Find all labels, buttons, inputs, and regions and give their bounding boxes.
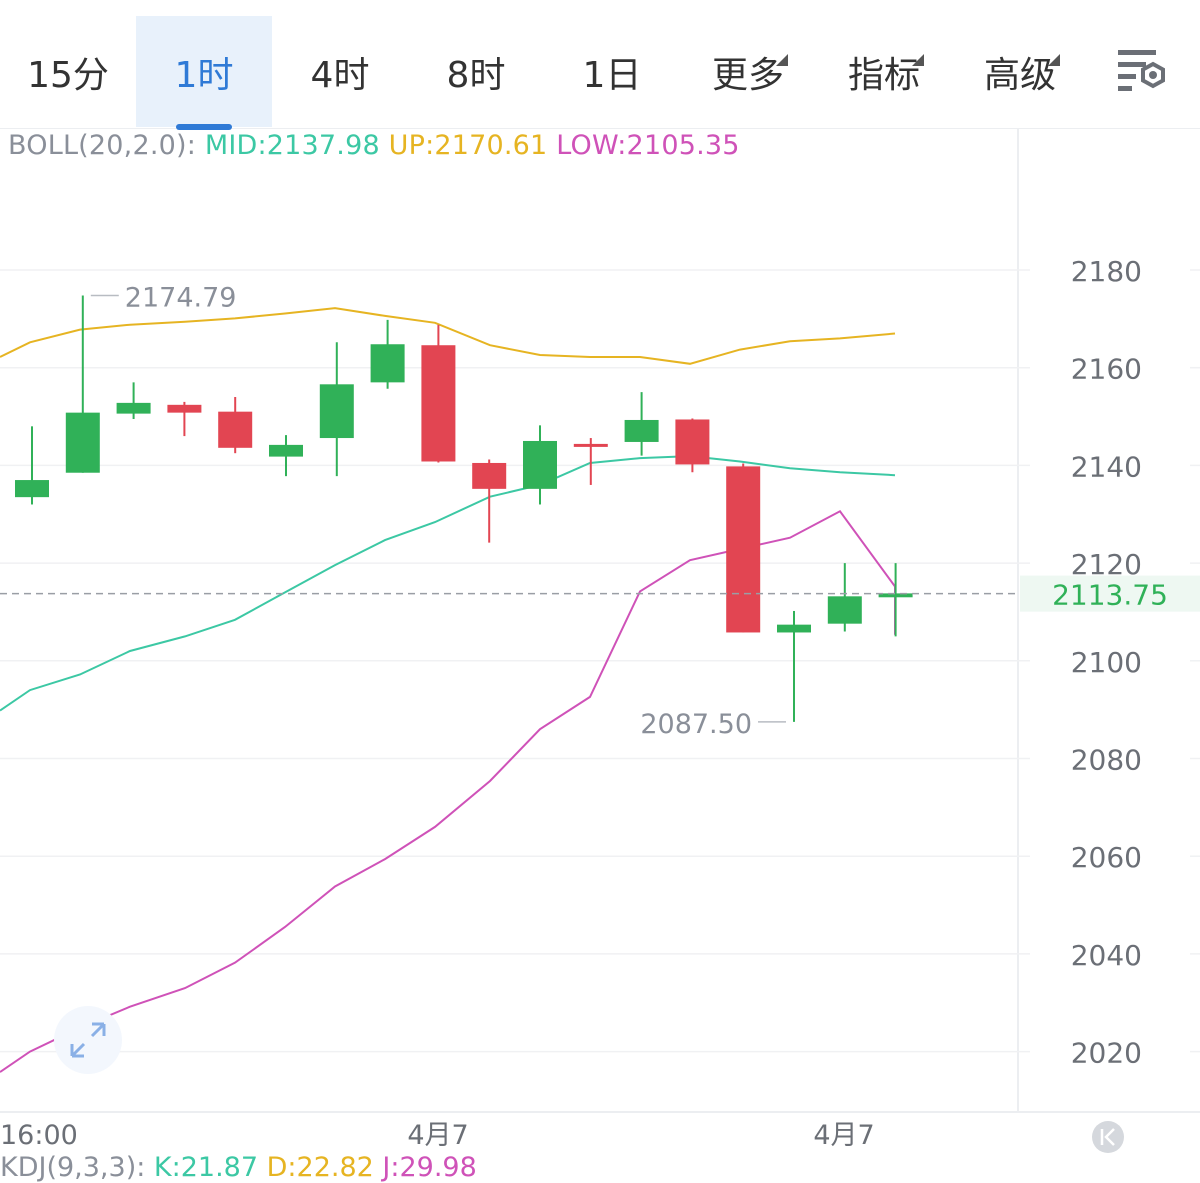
candle-body <box>573 443 608 447</box>
candle-body <box>726 466 761 633</box>
candle-body <box>523 440 557 489</box>
x-tick-label: 16:00 <box>0 1120 78 1151</box>
y-tick-label: 2040 <box>1071 939 1142 972</box>
expand-icon-arrows <box>70 1022 106 1058</box>
y-tick-label: 2080 <box>1071 744 1142 777</box>
kdj-indicator-readout: KDJ(9,3,3): K:21.87 D:22.82 J:29.98 <box>0 1152 477 1183</box>
kdj-j: J:29.98 <box>382 1152 477 1183</box>
tab-6[interactable]: 指标 <box>816 16 952 127</box>
candle-body <box>827 596 862 624</box>
dropdown-triangle-icon <box>776 53 788 66</box>
kdj-prefix: KDJ(9,3,3): <box>0 1152 146 1183</box>
x-tick-label: 4月7 <box>813 1120 874 1151</box>
boll-up: UP:2170.61 <box>388 130 548 161</box>
scroll-button-bg <box>1092 1121 1124 1153</box>
tab-2[interactable]: 4时 <box>272 16 408 127</box>
candle-body <box>421 345 456 462</box>
kdj-k: K:21.87 <box>153 1152 259 1183</box>
y-tick-label: 2160 <box>1071 353 1142 386</box>
active-tab-indicator <box>176 124 232 130</box>
tab-label: 4时 <box>310 54 370 96</box>
boll-prefix: BOLL(20,2.0): <box>8 130 197 161</box>
candle-body <box>878 593 913 598</box>
y-tick-label: 2020 <box>1071 1037 1142 1070</box>
tab-label: 1日 <box>582 54 642 96</box>
boll-up-line <box>0 307 896 365</box>
candle-body <box>675 419 710 465</box>
tab-0[interactable]: 15分 <box>0 16 136 127</box>
candle-body <box>370 344 405 383</box>
y-tick-label: 2100 <box>1071 646 1142 679</box>
dropdown-triangle-icon <box>912 53 924 66</box>
current-price-label: 2113.75 <box>1052 579 1168 612</box>
candle-body <box>777 624 811 633</box>
tab-label: 1时 <box>174 54 234 96</box>
y-tick-label: 2060 <box>1071 841 1142 874</box>
candle-body <box>472 462 507 489</box>
candle-body <box>269 444 303 457</box>
boll-indicator-readout: BOLL(20,2.0): MID:2137.98 UP:2170.61 LOW… <box>8 130 740 161</box>
tab-label: 高级 <box>984 46 1060 98</box>
skip-to-start-icon <box>1100 1128 1115 1146</box>
y-tick-label: 2180 <box>1071 255 1142 288</box>
candle-body <box>65 412 100 473</box>
boll-mid-line <box>0 455 896 712</box>
chart-settings-icon[interactable] <box>1112 44 1172 100</box>
y-tick-label: 2140 <box>1071 450 1142 483</box>
timeframe-tab-bar: 15分 1时 4时 8时 1日 更多 指标 高级 <box>0 0 1200 130</box>
x-tick-label: 4月7 <box>407 1120 468 1151</box>
candlestick-chart[interactable]: 2180 2160 2140 2120 2100 2080 2060 2040 2020 2174… <box>0 128 1200 1158</box>
high-marker-label: 2174.79 <box>125 282 237 313</box>
boll-low: LOW:2105.35 <box>556 130 740 161</box>
tab-1[interactable]: 1时 <box>136 16 272 130</box>
tab-label: 8时 <box>446 54 506 96</box>
low-marker-label: 2087.50 <box>640 709 752 740</box>
tab-3[interactable]: 8时 <box>408 16 544 127</box>
boll-low-line <box>0 510 896 1073</box>
tab-7[interactable]: 高级 <box>952 16 1088 127</box>
dropdown-triangle-icon <box>1048 53 1060 66</box>
kdj-d: D:22.82 <box>266 1152 374 1183</box>
current-price-badge <box>1020 575 1200 612</box>
tab-label: 指标 <box>848 46 924 98</box>
candle-body <box>116 402 151 414</box>
tab-label: 15分 <box>27 54 109 96</box>
candle-body <box>319 384 354 439</box>
expand-icon-bg <box>54 1006 122 1074</box>
candle-body <box>15 480 49 498</box>
tab-4[interactable]: 1日 <box>544 16 680 127</box>
candle-body <box>167 404 202 413</box>
expand-icon[interactable] <box>54 1006 122 1074</box>
boll-mid: MID:2137.98 <box>204 130 380 161</box>
tab-label: 更多 <box>712 46 788 98</box>
tab-5[interactable]: 更多 <box>680 16 816 127</box>
candle-body <box>218 411 253 448</box>
scroll-to-latest-button[interactable] <box>1092 1121 1124 1153</box>
candle-body <box>624 419 659 442</box>
y-tick-label: 2120 <box>1071 548 1142 581</box>
